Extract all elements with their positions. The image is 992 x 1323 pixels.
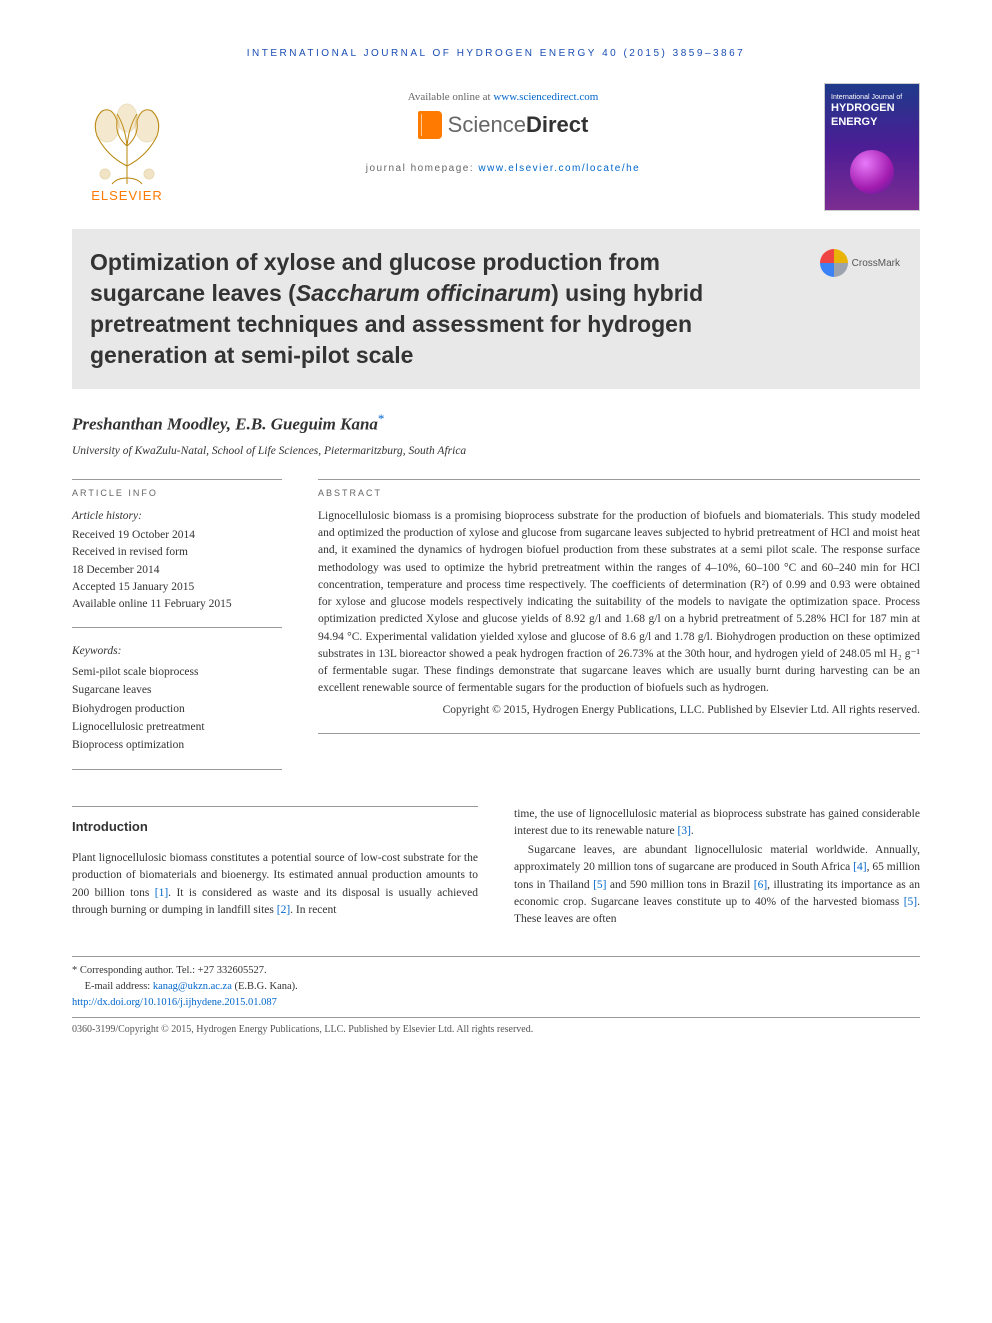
- keywords-label: Keywords:: [72, 642, 282, 660]
- footnotes: * Corresponding author. Tel.: +27 332605…: [72, 956, 920, 1036]
- journal-cover-thumbnail: International Journal of HYDROGEN ENERGY: [824, 83, 920, 211]
- elsevier-logo: ELSEVIER: [72, 83, 182, 203]
- crossmark-label: CrossMark: [852, 258, 900, 269]
- sd-book-icon: [418, 111, 442, 139]
- running-head: INTERNATIONAL JOURNAL OF HYDROGEN ENERGY…: [72, 48, 920, 59]
- available-prefix: Available online at: [408, 91, 494, 103]
- homepage-link[interactable]: www.elsevier.com/locate/he: [478, 163, 640, 174]
- doi-link[interactable]: http://dx.doi.org/10.1016/j.ijhydene.201…: [72, 997, 277, 1008]
- intro-p1-cont: time, the use of lignocellulosic materia…: [514, 806, 920, 841]
- keyword-4: Lignocellulosic pretreatment: [72, 718, 282, 736]
- affiliation: University of KwaZulu-Natal, School of L…: [72, 445, 920, 457]
- article-history: Article history: Received 19 October 201…: [72, 508, 282, 629]
- received-date: Received 19 October 2014: [72, 527, 282, 544]
- sd-wordmark: ScienceDirect: [448, 112, 589, 138]
- keyword-5: Bioprocess optimization: [72, 736, 282, 754]
- keyword-1: Semi-pilot scale bioprocess: [72, 663, 282, 681]
- ref-5b-link[interactable]: [5]: [904, 896, 917, 908]
- intro-col-right: time, the use of lignocellulosic materia…: [514, 806, 920, 929]
- elsevier-wordmark: ELSEVIER: [91, 188, 163, 203]
- intro-columns: Introduction Plant lignocellulosic bioma…: [72, 806, 920, 929]
- online-date: Available online 11 February 2015: [72, 596, 282, 613]
- available-online-line: Available online at www.sciencedirect.co…: [198, 91, 808, 103]
- intro-p1: Plant lignocellulosic biomass constitute…: [72, 850, 478, 919]
- header-center: Available online at www.sciencedirect.co…: [198, 83, 808, 174]
- corresponding-author: * Corresponding author. Tel.: +27 332605…: [72, 963, 920, 979]
- keyword-2: Sugarcane leaves: [72, 681, 282, 699]
- crossmark-icon: [820, 249, 848, 277]
- info-abstract-row: ARTICLE INFO Article history: Received 1…: [72, 479, 920, 770]
- article-info-col: ARTICLE INFO Article history: Received 1…: [72, 479, 282, 770]
- ref-3-link[interactable]: [3]: [678, 825, 691, 837]
- journal-homepage-line: journal homepage: www.elsevier.com/locat…: [198, 163, 808, 174]
- header-row: ELSEVIER Available online at www.science…: [72, 83, 920, 211]
- keyword-3: Biohydrogen production: [72, 700, 282, 718]
- ref-4-link[interactable]: [4]: [853, 861, 866, 873]
- email-line: E-mail address: kanag@ukzn.ac.za (E.B.G.…: [72, 979, 920, 995]
- issn-copyright-line: 0360-3199/Copyright © 2015, Hydrogen Ene…: [72, 1017, 920, 1037]
- elsevier-tree-icon: [77, 96, 177, 186]
- cover-title: International Journal of HYDROGEN ENERGY: [831, 94, 913, 129]
- abstract-col: ABSTRACT Lignocellulosic biomass is a pr…: [318, 479, 920, 770]
- ref-2-link[interactable]: [2]: [277, 904, 290, 916]
- ref-6-link[interactable]: [6]: [754, 879, 767, 891]
- crossmark-badge[interactable]: CrossMark: [820, 249, 900, 277]
- ref-1-link[interactable]: [1]: [155, 887, 168, 899]
- article-title: Optimization of xylose and glucose produ…: [90, 247, 730, 371]
- ref-5-link[interactable]: [5]: [593, 879, 606, 891]
- corresponding-mark: *: [378, 411, 385, 426]
- history-label: Article history:: [72, 508, 282, 525]
- abstract-text: Lignocellulosic biomass is a promising b…: [318, 510, 920, 695]
- cover-orb-icon: [850, 150, 894, 194]
- title-block: CrossMark Optimization of xylose and glu…: [72, 229, 920, 389]
- homepage-prefix: journal homepage:: [366, 163, 479, 174]
- revised-line2: 18 December 2014: [72, 562, 282, 579]
- sciencedirect-logo: ScienceDirect: [418, 111, 589, 139]
- article-info-head: ARTICLE INFO: [72, 479, 282, 498]
- abstract-body: Lignocellulosic biomass is a promising b…: [318, 508, 920, 734]
- intro-col-left: Introduction Plant lignocellulosic bioma…: [72, 806, 478, 929]
- accepted-date: Accepted 15 January 2015: [72, 579, 282, 596]
- abstract-head: ABSTRACT: [318, 479, 920, 498]
- email-link[interactable]: kanag@ukzn.ac.za: [153, 981, 232, 992]
- author-1: Preshanthan Moodley: [72, 415, 227, 434]
- revised-line1: Received in revised form: [72, 544, 282, 561]
- abstract-copyright: Copyright © 2015, Hydrogen Energy Public…: [318, 702, 920, 719]
- authors-line: Preshanthan Moodley, E.B. Gueguim Kana*: [72, 411, 920, 435]
- intro-p2: Sugarcane leaves, are abundant lignocell…: [514, 842, 920, 928]
- author-2: E.B. Gueguim Kana: [235, 415, 378, 434]
- keywords-block: Keywords: Semi-pilot scale bioprocess Su…: [72, 642, 282, 769]
- intro-heading: Introduction: [72, 806, 478, 837]
- sciencedirect-link[interactable]: www.sciencedirect.com: [493, 91, 598, 103]
